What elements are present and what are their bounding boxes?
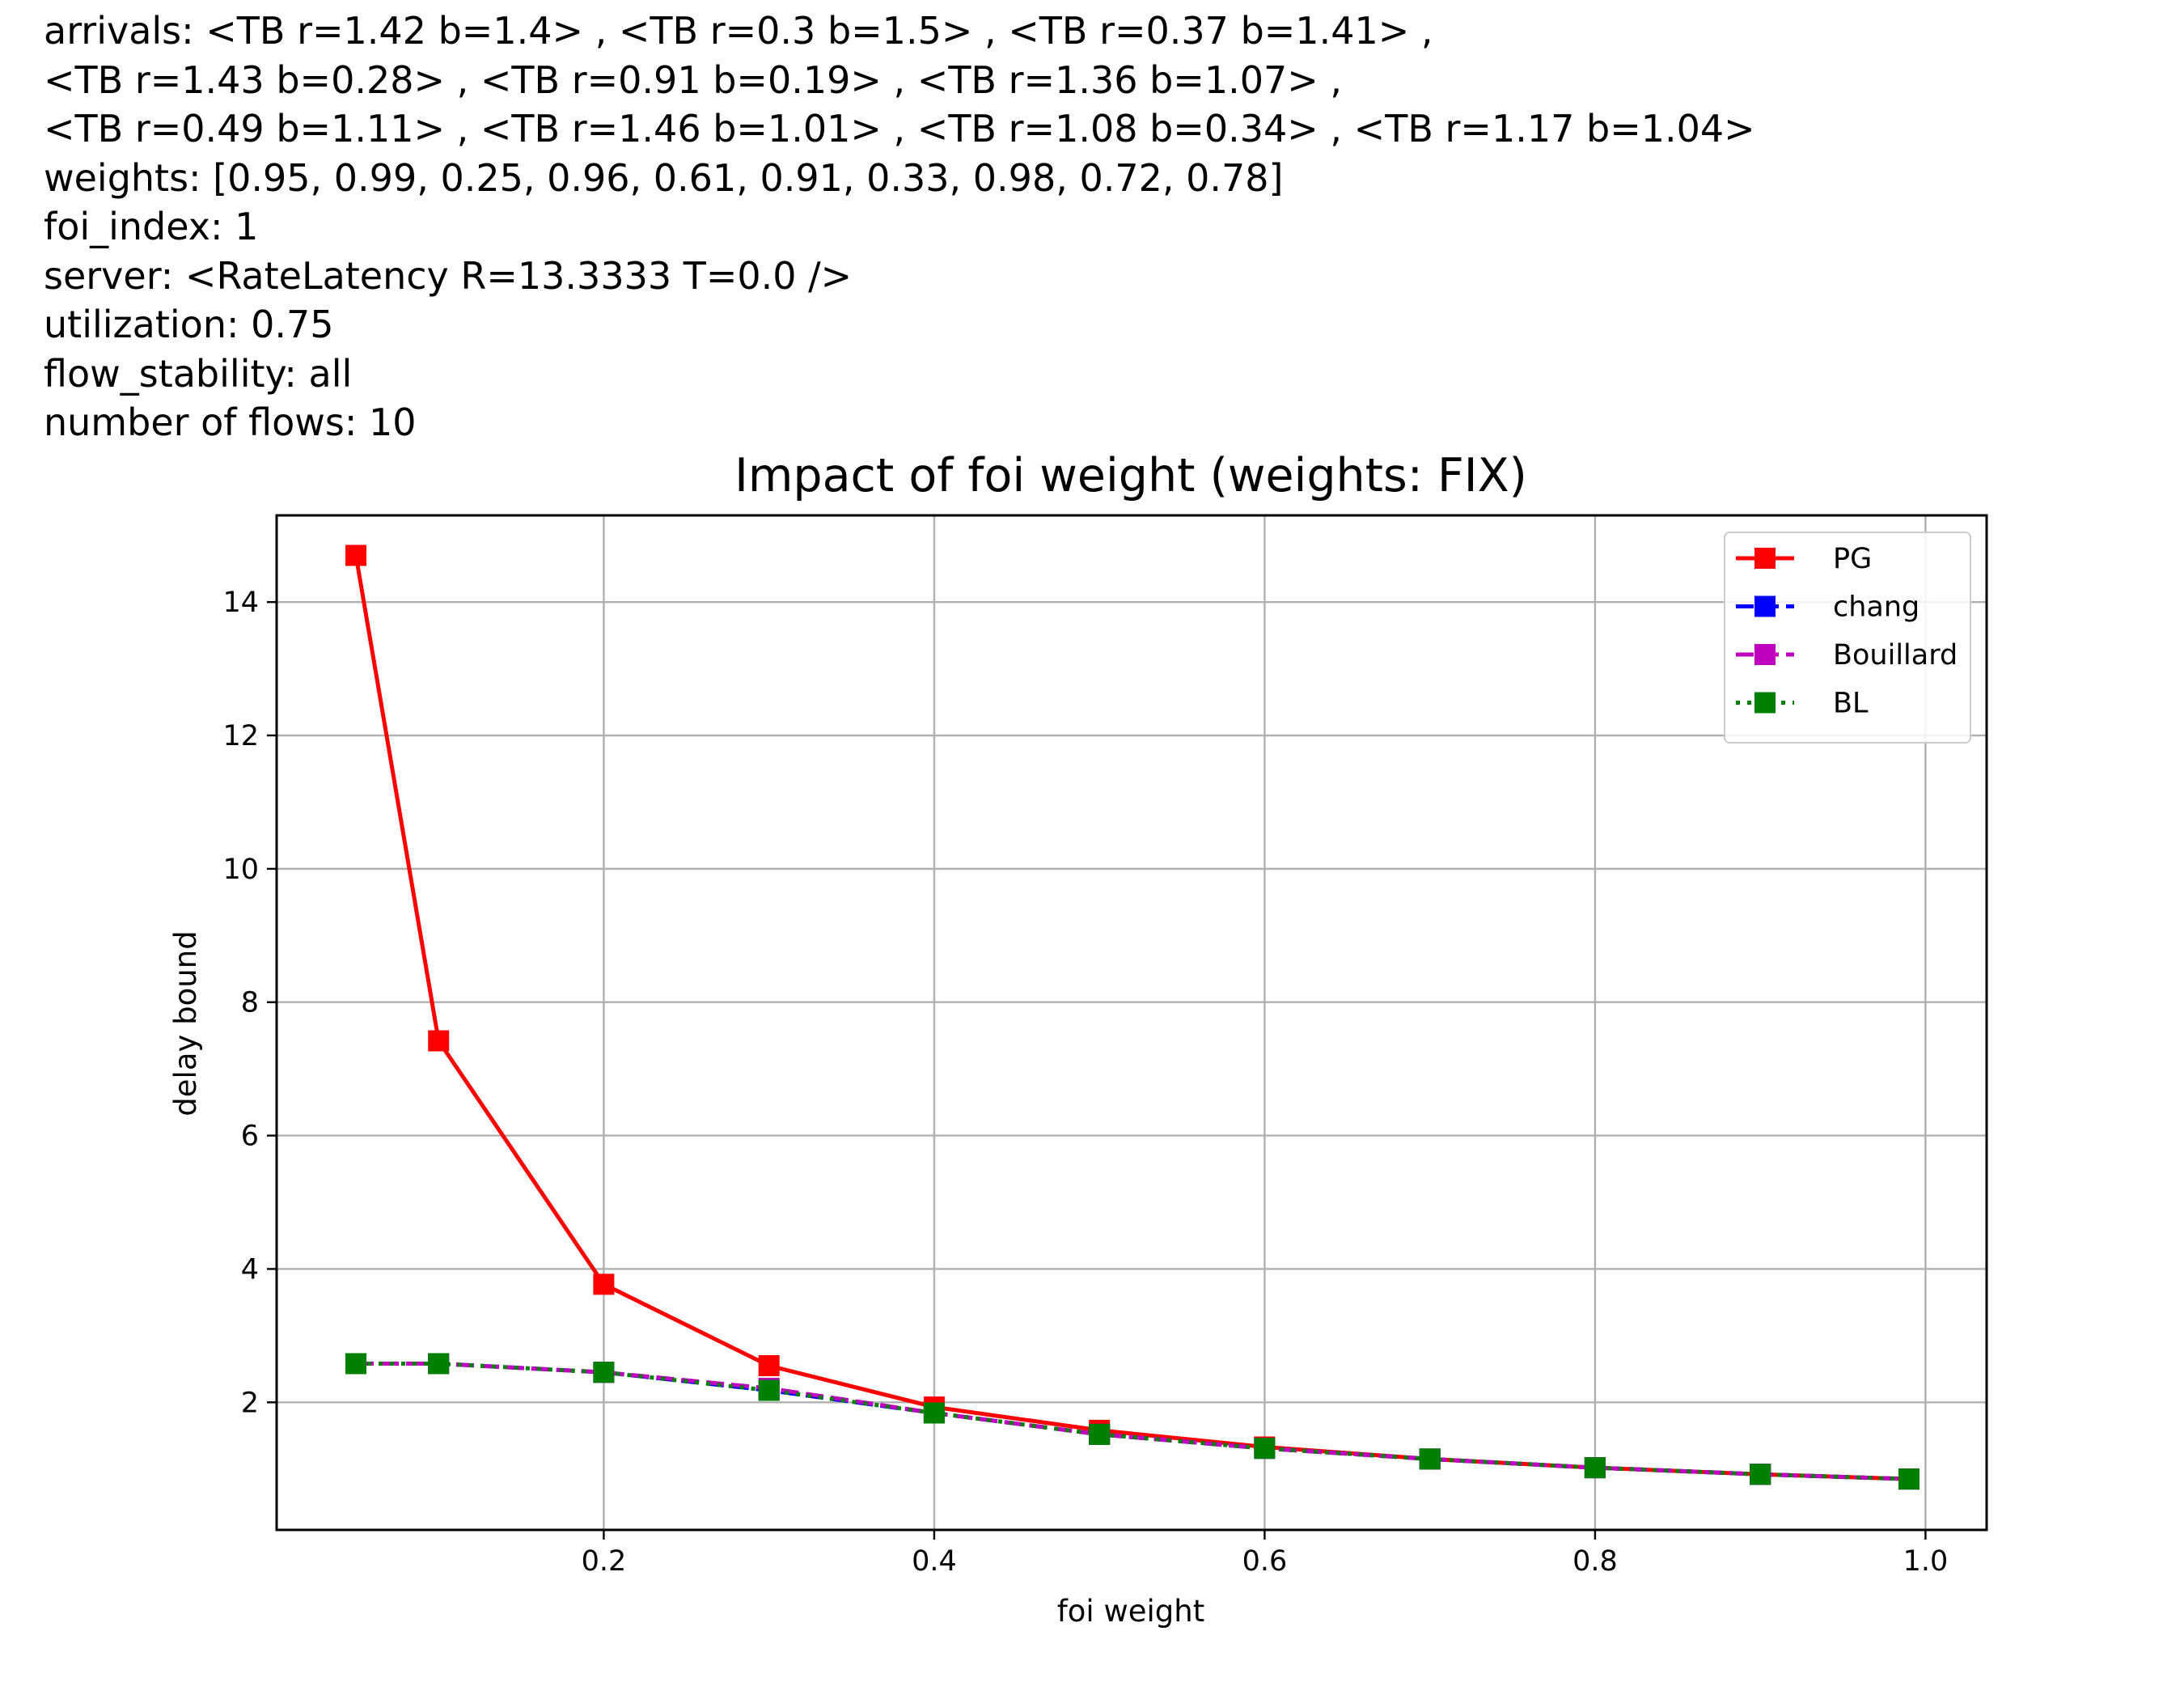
y-axis-label: delay bound	[168, 930, 203, 1116]
legend: PG chang Bouillard BL	[1724, 532, 1971, 744]
series-line-bl	[356, 1362, 1910, 1481]
x-tick-label: 0.6	[1242, 1545, 1288, 1578]
y-tick-label: 14	[222, 587, 259, 619]
x-tick-label: 0.4	[912, 1545, 957, 1578]
header-line-server: server: <RateLatency R=13.3333 T=0.0 />	[44, 253, 853, 298]
data-point-bl	[1254, 1438, 1276, 1460]
header-line-utilization: utilization: 0.75	[44, 303, 334, 346]
x-tick-label: 1.0	[1903, 1545, 1949, 1578]
data-point-bl	[593, 1362, 615, 1383]
legend-marker-bouillard	[1754, 644, 1776, 665]
legend-label-bl: BL	[1833, 688, 1869, 720]
grid	[277, 515, 1987, 1530]
header-line-weights: weights: [0.95, 0.99, 0.25, 0.96, 0.61, …	[44, 155, 1284, 200]
data-point-bl	[923, 1402, 945, 1424]
header-line-foi-index: foi_index: 1	[44, 205, 259, 248]
data-point-bl	[1089, 1423, 1111, 1445]
series-line-pg	[353, 555, 1910, 1481]
x-axis-label: foi weight	[1057, 1594, 1204, 1629]
legend-marker-chang	[1754, 595, 1776, 617]
y-tick-label: 4	[241, 1253, 259, 1286]
data-point-pg	[593, 1273, 615, 1295]
legend-marker-pg	[1754, 548, 1776, 569]
data-point-pg	[428, 1030, 450, 1052]
header-line-arrivals-3: <TB r=0.49 b=1.11> , <TB r=1.46 b=1.01> …	[44, 107, 1755, 150]
data-point-pg	[345, 544, 366, 566]
y-tick-label: 8	[241, 987, 259, 1019]
legend-label-chang: chang	[1833, 591, 1919, 624]
x-tick-label: 0.2	[582, 1545, 627, 1578]
data-point-bl	[1584, 1457, 1606, 1479]
parameters-header: arrivals: <TB r=1.42 b=1.4> , <TB r=0.3 …	[44, 6, 2147, 447]
y-tick-label: 10	[222, 854, 259, 886]
header-line-flow-stability: flow_stability: all	[44, 351, 353, 396]
legend-label-pg: PG	[1833, 543, 1872, 575]
y-tick-label: 6	[241, 1121, 259, 1153]
header-line-arrivals-1: arrivals: <TB r=1.42 b=1.4> , <TB r=0.3 …	[44, 9, 1433, 53]
data-point-bl	[1750, 1464, 1771, 1485]
legend-box	[1724, 532, 1971, 744]
header-line-number-of-flows: number of flows: 10	[44, 400, 417, 444]
data-point-bl	[758, 1379, 780, 1401]
data-point-pg	[758, 1355, 780, 1376]
y-tick-label: 12	[222, 720, 259, 752]
axis-ticks: 0.2 0.4 0.6 0.8 1.0 2 4 6 8 10 12 14	[222, 587, 1948, 1578]
header-line-arrivals-2: <TB r=1.43 b=0.28> , <TB r=0.91 b=0.19> …	[44, 57, 1343, 102]
legend-label-bouillard: Bouillard	[1833, 639, 1958, 672]
legend-marker-bl	[1754, 692, 1776, 714]
plot-frame	[275, 514, 1988, 1532]
x-tick-label: 0.8	[1572, 1545, 1618, 1578]
y-tick-label: 2	[241, 1387, 259, 1419]
data-point-bl	[428, 1353, 450, 1375]
series-group	[345, 544, 1919, 1490]
data-point-bl	[345, 1353, 366, 1375]
data-point-bl	[1419, 1448, 1441, 1470]
data-point-bl	[1898, 1468, 1919, 1490]
series-line-chang	[356, 1362, 1910, 1481]
series-line-bouillard	[356, 1362, 1910, 1481]
chart-title: Impact of foi weight (weights: FIX)	[734, 449, 1527, 502]
